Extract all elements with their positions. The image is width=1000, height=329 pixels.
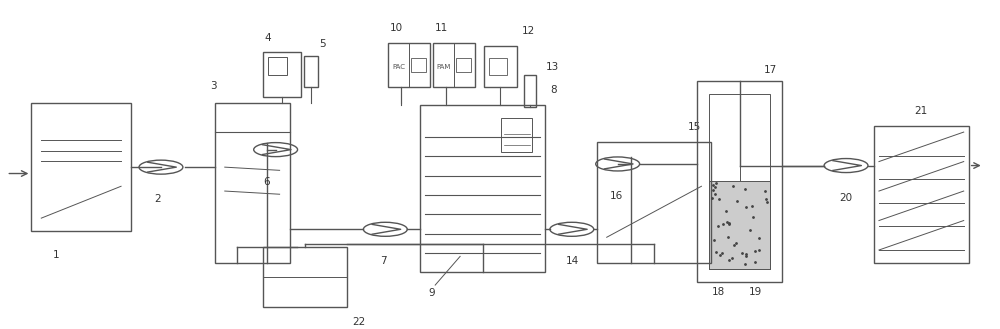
- Text: 10: 10: [390, 23, 403, 33]
- Bar: [215, 103, 290, 263]
- Text: 12: 12: [522, 26, 535, 37]
- Bar: [433, 43, 475, 88]
- Bar: [709, 182, 770, 269]
- Bar: [489, 59, 507, 75]
- Text: 19: 19: [748, 287, 762, 297]
- Text: 5: 5: [320, 39, 326, 49]
- Bar: [524, 75, 536, 107]
- Text: 22: 22: [352, 317, 366, 327]
- Text: 14: 14: [566, 256, 579, 266]
- Bar: [874, 126, 969, 263]
- Text: 20: 20: [839, 193, 852, 203]
- Text: 15: 15: [688, 122, 701, 132]
- Text: 4: 4: [265, 33, 271, 43]
- Bar: [501, 118, 532, 152]
- Text: 21: 21: [915, 106, 928, 116]
- Text: 18: 18: [712, 287, 725, 297]
- Bar: [456, 59, 471, 72]
- Bar: [420, 105, 545, 272]
- Bar: [597, 142, 711, 263]
- Text: 1: 1: [53, 250, 60, 260]
- Bar: [31, 103, 131, 231]
- Bar: [697, 81, 782, 282]
- Text: 8: 8: [550, 86, 556, 95]
- Bar: [263, 52, 301, 97]
- Text: 11: 11: [435, 23, 448, 33]
- Text: 9: 9: [428, 288, 435, 298]
- Text: 16: 16: [610, 191, 623, 201]
- Text: 17: 17: [764, 65, 777, 75]
- Bar: [263, 247, 347, 307]
- Bar: [304, 56, 318, 88]
- Bar: [388, 43, 430, 88]
- Bar: [709, 182, 770, 269]
- Bar: [484, 46, 517, 88]
- Text: 7: 7: [380, 256, 387, 266]
- Bar: [411, 59, 426, 72]
- Text: 13: 13: [546, 62, 559, 71]
- Bar: [268, 57, 287, 75]
- Text: PAM: PAM: [436, 64, 451, 70]
- Text: 6: 6: [263, 177, 270, 187]
- Text: 3: 3: [210, 81, 216, 91]
- Text: PAC: PAC: [392, 64, 405, 70]
- Bar: [709, 94, 770, 269]
- Text: 2: 2: [155, 194, 161, 204]
